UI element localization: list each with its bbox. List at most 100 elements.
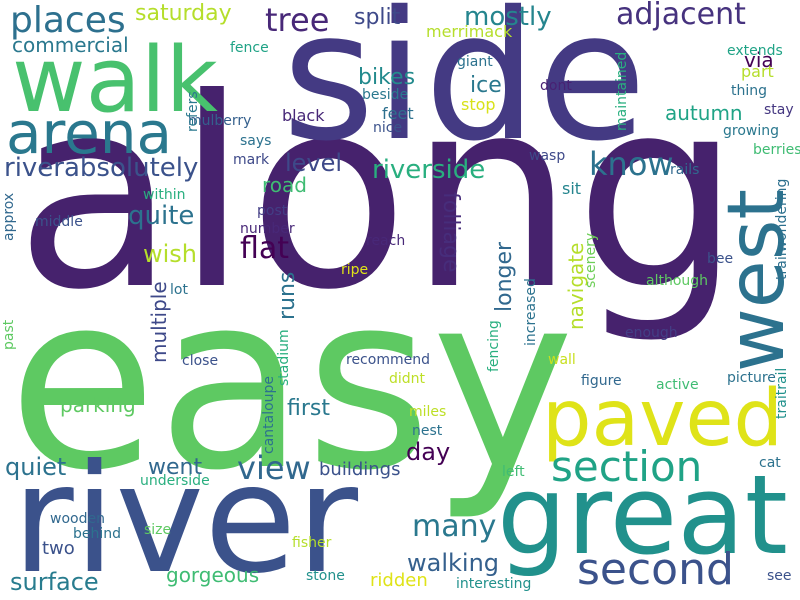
word-commercial: commercial <box>12 33 129 57</box>
word-rails: rails <box>670 162 700 178</box>
word-saturday: saturday <box>135 1 232 26</box>
word-riverside: riverside <box>372 155 486 185</box>
word-first: first <box>287 396 330 421</box>
word-middle: middle <box>35 214 83 230</box>
word-split: split <box>354 5 401 30</box>
word-gorgeous: gorgeous <box>166 563 260 587</box>
word-sit: sit <box>562 179 582 198</box>
word-post: post <box>257 203 288 219</box>
word-although: although <box>646 273 709 289</box>
word-river: river <box>12 433 359 600</box>
word-berries: berries <box>753 142 800 158</box>
word-traitrail: traitrail <box>774 367 790 419</box>
word-wooden: wooden <box>50 511 105 527</box>
word-level: level <box>285 149 343 177</box>
word-riverabsolutely: riverabsolutely <box>4 153 199 183</box>
word-reach: reach <box>366 233 406 249</box>
word-picture: picture <box>727 370 776 386</box>
word-interesting: interesting <box>456 576 532 592</box>
word-second: second <box>577 544 734 595</box>
word-went: went <box>148 455 203 480</box>
word-quiet: quiet <box>5 453 67 481</box>
word-places: places <box>10 0 126 41</box>
word-multiple: multiple <box>147 281 171 363</box>
word-mostly: mostly <box>464 2 552 32</box>
word-figure: figure <box>581 373 622 389</box>
word-approx: approx <box>1 192 17 241</box>
word-folliage: folliage <box>438 192 463 273</box>
word-giant: giant <box>457 54 493 70</box>
word-black: black <box>282 106 325 125</box>
word-stadium: stadium <box>276 329 292 386</box>
word-fence: fence <box>230 40 269 56</box>
word-part: part <box>741 62 774 81</box>
word-longer: longer <box>492 241 517 312</box>
word-section: section <box>551 442 703 491</box>
word-refers: refers <box>185 91 201 132</box>
word-mark: mark <box>233 152 270 168</box>
word-left: left <box>502 464 525 480</box>
word-fencing: fencing <box>486 320 502 372</box>
word-know: know <box>589 145 674 183</box>
word-stay: stay <box>764 102 794 118</box>
word-walk: walk <box>12 28 218 133</box>
word-side: side <box>282 0 647 180</box>
word-ridden: ridden <box>370 570 428 591</box>
word-recommend: recommend <box>346 352 430 368</box>
word-two: two <box>42 538 75 559</box>
word-buildings: buildings <box>319 459 401 480</box>
word-mulberry: mulberry <box>188 113 252 129</box>
word-easy: easy <box>8 242 575 524</box>
word-quite: quite <box>128 201 195 231</box>
word-nice: nice <box>373 120 403 136</box>
word-fisher: fisher <box>292 535 332 551</box>
word-dont: dont <box>540 78 572 94</box>
word-adjacent: adjacent <box>616 0 746 32</box>
word-underside: underside <box>140 473 210 489</box>
word-didnt: didnt <box>389 371 426 387</box>
word-extends: extends <box>727 43 783 59</box>
word-flat: flat <box>240 231 290 266</box>
word-close: close <box>182 353 219 369</box>
word-great: great <box>497 451 788 579</box>
word-miles: miles <box>409 404 447 420</box>
word-beside: beside <box>362 87 409 103</box>
word-many: many <box>412 509 497 544</box>
word-see: see <box>767 568 792 584</box>
word-past: past <box>1 319 17 350</box>
word-surface: surface <box>10 568 99 596</box>
word-view: view <box>237 449 311 487</box>
word-paved: paved <box>542 374 783 464</box>
word-merrimack: merrimack <box>426 22 513 41</box>
word-feet: feet <box>382 104 414 123</box>
word-growing: growing <box>723 123 779 139</box>
word-runs: runs <box>275 271 300 320</box>
word-arena: arena <box>6 99 173 167</box>
word-ripe: ripe <box>341 262 369 278</box>
word-walking: walking <box>407 549 500 577</box>
word-size: size <box>144 522 172 538</box>
word-ice: ice <box>470 73 502 98</box>
word-number: number <box>240 221 295 237</box>
word-trailwondering: trailwondering <box>774 178 790 280</box>
word-increased: increased <box>523 278 539 346</box>
word-scenery: scenery <box>583 232 599 288</box>
word-bikes: bikes <box>358 65 416 90</box>
word-day: day <box>406 438 451 466</box>
word-autumn: autumn <box>665 101 743 125</box>
word-stop: stop <box>461 95 496 114</box>
word-wish: wish <box>143 240 198 268</box>
word-cat: cat <box>759 455 781 471</box>
word-says: says <box>240 133 272 149</box>
word-thing: thing <box>731 83 768 99</box>
word-behind: behind <box>73 526 122 542</box>
word-nest: nest <box>412 423 443 439</box>
word-cantaloupe: cantaloupe <box>261 375 277 454</box>
word-wall: wall <box>548 352 576 368</box>
word-bee: bee <box>707 251 734 267</box>
word-tree: tree <box>265 1 330 39</box>
word-within: within <box>143 187 186 203</box>
word-active: active <box>656 377 699 393</box>
word-parking: parking <box>60 393 136 417</box>
